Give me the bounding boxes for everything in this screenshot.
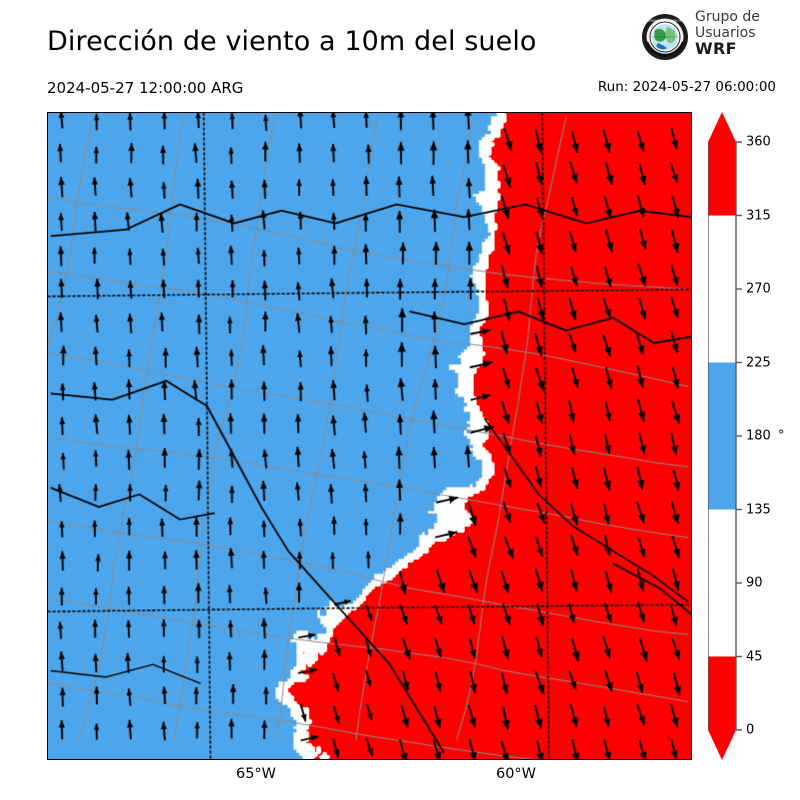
globe-seal-icon: GRUPO DE USUARIOS [642,14,688,60]
wind-direction-field [48,113,691,759]
page-title: Dirección de viento a 10m del suelo [47,26,537,57]
map-plot-area[interactable] [47,112,692,760]
logo-line-3: WRF [695,39,737,58]
colorbar-tick-label: 45 [746,649,763,664]
colorbar-unit-label: ° [778,428,785,444]
colorbar-tick-label: 90 [746,575,763,591]
logo-line-1: Grupo de [695,9,760,25]
colorbar: 0 45 90 135 180 225 270 315 360 ° [708,112,800,760]
logo-line-2: Usuarios [695,24,756,41]
valid-time: 2024-05-27 12:00:00 ARG [47,79,244,97]
x-tick-label-60W: 60°W [495,766,537,782]
colorbar-tick-label: 0 [746,722,755,738]
logo-text: Grupo de Usuarios WRF [695,9,795,58]
x-tick-label-65W: 65°W [235,766,277,782]
colorbar-tick-label: 270 [746,281,771,297]
colorbar-tick-label: 360 [746,134,771,150]
colorbar-tick-label: 225 [746,355,771,370]
colorbar-tick-label: 315 [746,208,771,223]
svg-text:GRUPO DE USUARIOS: GRUPO DE USUARIOS [648,19,682,23]
colorbar-tick-label: 180 [746,428,771,444]
brand-logo: GRUPO DE USUARIOS Grupo de Usuarios WRF [641,9,791,64]
colorbar-gradient [708,112,742,760]
run-time: Run: 2024-05-27 06:00:00 [597,79,776,95]
colorbar-tick-label: 135 [746,502,771,517]
